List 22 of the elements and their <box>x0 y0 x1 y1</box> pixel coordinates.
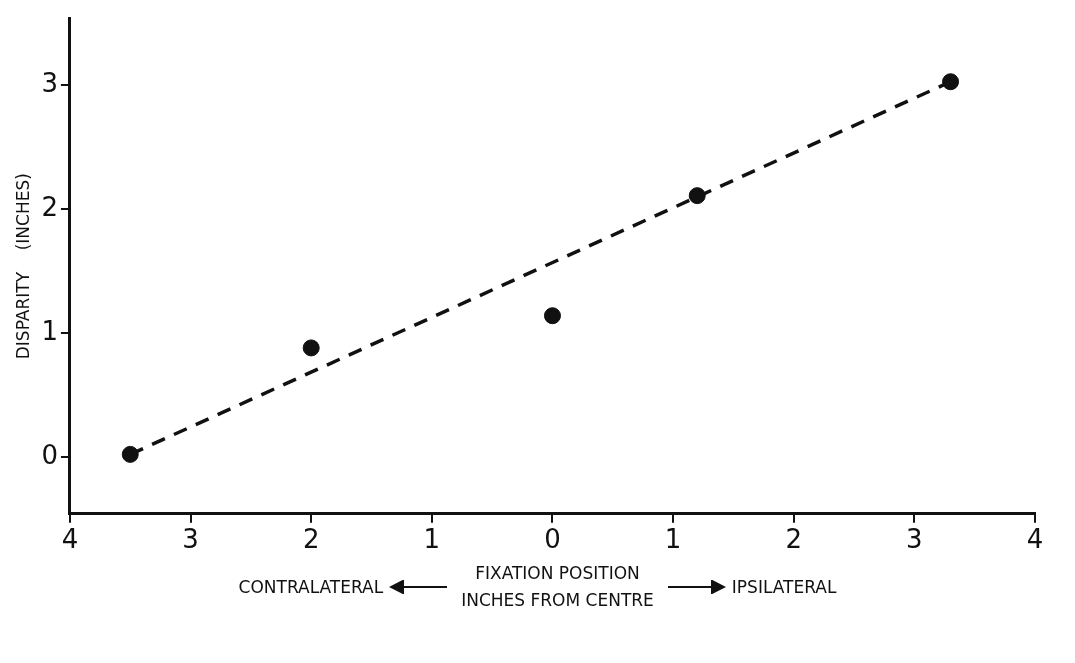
point <box>688 187 706 205</box>
text: IPSILATERAL <box>731 577 837 598</box>
x-tick-label: 0 <box>544 524 561 555</box>
point <box>543 307 561 325</box>
x-tick-label: 2 <box>785 524 803 555</box>
x-axis-title: FIXATION POSITION INCHES FROM CENTRE <box>461 562 654 613</box>
y-tick-label: 2 <box>41 192 58 222</box>
x-tick-label: 3 <box>906 524 923 555</box>
text: CONTRALATERAL <box>238 577 384 598</box>
x-tick-label: 4 <box>61 524 79 555</box>
x-tick-label: 1 <box>664 524 682 555</box>
point <box>942 73 960 91</box>
x-tick-label: 3 <box>182 524 199 555</box>
x-tick-label: 2 <box>302 524 320 555</box>
y-tick-label: 0 <box>41 439 58 470</box>
point <box>121 445 139 463</box>
point <box>302 339 320 357</box>
y-tick-label: 1 <box>41 315 58 346</box>
x-tick-label: 4 <box>1026 524 1044 555</box>
x-tick-label: 1 <box>423 524 441 555</box>
y-axis-title: DISPARITY (INCHES) <box>12 173 33 360</box>
y-tick-label: 3 <box>41 68 58 99</box>
